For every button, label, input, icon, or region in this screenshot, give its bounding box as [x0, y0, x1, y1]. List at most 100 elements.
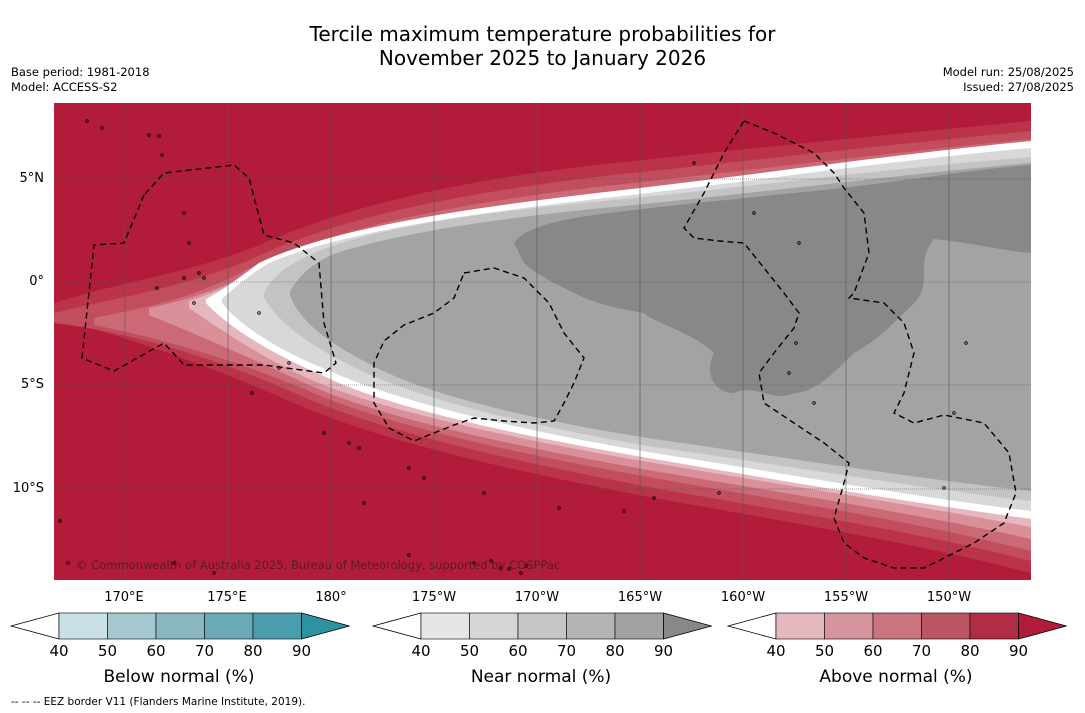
island-outline — [519, 571, 523, 575]
island-outline — [172, 561, 176, 565]
colorbar-tick-label: 40 — [49, 642, 69, 660]
colorbar-segment — [420, 612, 470, 640]
colorbar-segment — [872, 612, 922, 640]
island-outline — [100, 126, 104, 130]
colorbar-below — [10, 612, 350, 640]
island-outline — [812, 401, 816, 405]
colorbar-tick-label: 90 — [291, 642, 312, 660]
colorbar-tick-label: 50 — [459, 642, 480, 660]
map-title: Tercile maximum temperature probabilitie… — [0, 22, 1085, 70]
island-outline — [202, 276, 206, 280]
island-outline — [507, 567, 511, 571]
island-outline — [187, 241, 191, 245]
colorbar-title-above: Above normal (%) — [819, 667, 973, 687]
eez-footnote: -- -- -- EEZ border V11 (Flanders Marine… — [11, 696, 306, 708]
island-outline — [422, 476, 426, 480]
island-outline — [407, 466, 411, 470]
lat-label-10s: 10°S — [12, 481, 44, 496]
island-outline — [362, 501, 366, 505]
lon-label-160w: 160°W — [720, 590, 766, 605]
island-outline — [794, 341, 798, 345]
copyright-text: © Commonwealth of Australia 2025, Bureau… — [76, 558, 561, 572]
island-outline — [942, 486, 946, 490]
title-line-1: Tercile maximum temperature probabilitie… — [309, 22, 776, 46]
island-outline — [182, 211, 186, 215]
colorbar-segment — [252, 612, 302, 640]
island-outline — [66, 561, 70, 565]
island-outline — [692, 161, 696, 165]
colorbar-high-extend — [301, 612, 350, 640]
colorbar-low-extend — [10, 612, 60, 640]
eez-border-east — [683, 120, 1017, 569]
island-outline — [717, 491, 721, 495]
colorbar-tick-label: 80 — [960, 642, 980, 660]
island-outline — [157, 134, 161, 138]
colorbar-segment — [566, 612, 616, 640]
eez-borders — [81, 120, 1017, 569]
lat-label-5n: 5°N — [19, 171, 45, 186]
island-outline — [160, 153, 164, 157]
eez-border-west — [81, 164, 337, 374]
colorbar-title-near: Near normal (%) — [470, 667, 612, 687]
colorbar-tick-label: 80 — [605, 642, 625, 660]
island-outline — [499, 566, 503, 570]
colorbar-segment — [58, 612, 108, 640]
island-outline — [212, 571, 216, 575]
colorbar-segment — [517, 612, 567, 640]
colorbar-segment — [107, 612, 157, 640]
island-outline — [622, 509, 626, 513]
colorbar-title-below: Below normal (%) — [103, 667, 255, 687]
island-outline — [357, 446, 361, 450]
island-outline — [482, 491, 486, 495]
model-run: Model run: 25/08/2025 — [942, 65, 1074, 79]
eez-border-central — [373, 267, 585, 442]
lon-label-175w: 175°W — [411, 590, 457, 605]
map-panel — [54, 103, 1031, 580]
colorbar-segment — [921, 612, 971, 640]
colorbar-segment — [969, 612, 1019, 640]
lat-label-5s: 5°S — [20, 377, 44, 392]
base-period: Base period: 1981-2018 — [11, 65, 150, 79]
colorbar-tick-label: 70 — [556, 642, 577, 660]
colorbar-tick-label: 80 — [243, 642, 263, 660]
island-outline — [752, 211, 756, 215]
colorbar-tick-label: 70 — [194, 642, 215, 660]
colorbar-tick-label: 70 — [911, 642, 932, 660]
colorbar-tick-label: 90 — [1008, 642, 1029, 660]
island-outline — [652, 496, 656, 500]
meta-left: Base period: 1981-2018 Model: ACCESS-S2 — [11, 65, 150, 95]
island-outline — [257, 311, 261, 315]
island-outline — [192, 301, 196, 305]
island-outline — [407, 553, 411, 557]
colorbar-near — [372, 612, 712, 640]
colorbar-segment — [775, 612, 825, 640]
colorbar-segment — [614, 612, 664, 640]
colorbar-high-extend — [1018, 612, 1067, 640]
island-outline — [347, 441, 351, 445]
probability-map — [54, 103, 1031, 580]
graticule — [54, 103, 1031, 580]
lon-label-170w: 170°W — [514, 590, 560, 605]
island-outline — [322, 431, 326, 435]
colorbar-tick-label: 60 — [146, 642, 166, 660]
colorbar-above — [727, 612, 1067, 640]
lon-label-180: 180° — [315, 590, 347, 605]
lon-label-170e: 170°E — [104, 590, 144, 605]
island-outline — [797, 241, 801, 245]
island-outline — [287, 361, 291, 365]
lon-label-175e: 175°E — [207, 590, 247, 605]
meta-right: Model run: 25/08/2025 Issued: 27/08/2025 — [943, 65, 1074, 95]
lat-label-0: 0° — [29, 274, 44, 289]
colorbar-segment — [204, 612, 254, 640]
colorbar-segment — [824, 612, 874, 640]
colorbar-tick-label: 90 — [653, 642, 674, 660]
colorbar-tick-label: 50 — [814, 642, 835, 660]
island-outline — [182, 276, 186, 280]
island-outline — [952, 411, 956, 415]
island-outline — [787, 371, 791, 375]
island-outline — [557, 506, 561, 510]
near-80-region — [514, 165, 1031, 396]
colorbar-tick-label: 40 — [766, 642, 786, 660]
title-line-2: November 2025 to January 2026 — [378, 46, 707, 70]
model-name: Model: ACCESS-S2 — [11, 80, 118, 94]
